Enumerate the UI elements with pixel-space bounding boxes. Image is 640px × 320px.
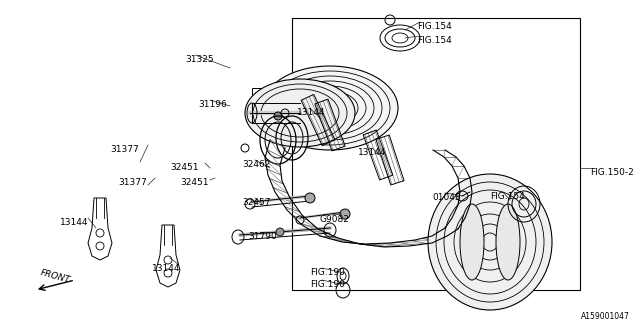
- Bar: [292, 18, 580, 290]
- Text: 13144: 13144: [358, 148, 387, 157]
- Ellipse shape: [274, 112, 282, 120]
- Text: 31377: 31377: [110, 145, 139, 154]
- Text: A159001047: A159001047: [581, 312, 630, 320]
- Text: FRONT: FRONT: [39, 268, 71, 285]
- Ellipse shape: [496, 204, 520, 280]
- Text: 31196: 31196: [198, 100, 227, 109]
- Text: 13144: 13144: [297, 108, 326, 117]
- Ellipse shape: [262, 66, 398, 150]
- Ellipse shape: [340, 209, 350, 219]
- Ellipse shape: [305, 193, 315, 203]
- Text: G9082: G9082: [320, 215, 350, 224]
- Text: 32462: 32462: [242, 160, 270, 169]
- Bar: [252, 88, 280, 113]
- Text: 13144: 13144: [60, 218, 88, 227]
- Text: 31377: 31377: [118, 178, 147, 187]
- Text: 32451: 32451: [170, 163, 198, 172]
- Ellipse shape: [245, 79, 355, 147]
- Text: 0104S: 0104S: [432, 193, 461, 202]
- Ellipse shape: [276, 228, 284, 236]
- Ellipse shape: [460, 204, 484, 280]
- Text: FIG.154: FIG.154: [417, 36, 452, 45]
- Text: FIG.154: FIG.154: [417, 22, 452, 31]
- Text: FIG.190: FIG.190: [310, 268, 345, 277]
- Text: 13144: 13144: [152, 264, 180, 273]
- Ellipse shape: [428, 174, 552, 310]
- Text: FIG.150-2: FIG.150-2: [590, 168, 634, 177]
- Text: 32451: 32451: [180, 178, 209, 187]
- Text: 32457: 32457: [242, 198, 271, 207]
- Text: 31790: 31790: [248, 232, 276, 241]
- Text: FIG.154: FIG.154: [490, 192, 525, 201]
- Text: 31325: 31325: [185, 55, 214, 64]
- Text: FIG.190: FIG.190: [310, 280, 345, 289]
